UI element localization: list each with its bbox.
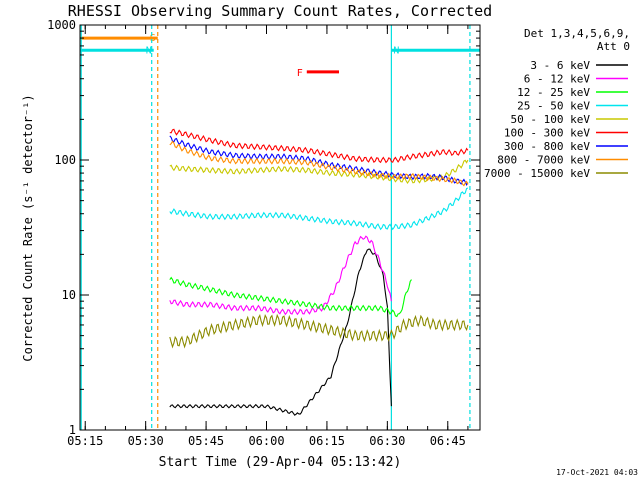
corner-date: 17-Oct-2021 04:03: [556, 468, 638, 477]
y-axis-label: Corrected Count Rate (s⁻¹ detector⁻¹): [21, 94, 35, 361]
x-axis-ticks: 05:15 05:30 05:45 06:00 06:15 06:30 06:45: [67, 25, 469, 448]
legend-label-6: 100 - 300 keV: [504, 127, 590, 140]
plot-frame: [79, 24, 481, 431]
flag-label: N: [393, 45, 399, 56]
legend-label-7: 300 - 800 keV: [504, 140, 590, 153]
x-tick-label: 06:15: [309, 434, 345, 448]
x-tick-label: 06:45: [430, 434, 466, 448]
flag-label: N: [146, 45, 152, 56]
legend-label-4: 25 - 50 keV: [517, 100, 590, 113]
legend-label-2: 6 - 12 keV: [524, 73, 591, 86]
series-line-3: [169, 276, 412, 318]
y-tick-label: 1000: [47, 18, 76, 32]
x-tick-label: 05:45: [188, 434, 224, 448]
legend-header-line1: Det 1,3,4,5,6,9,: [524, 27, 630, 40]
legend-label-1: 3 - 6 keV: [530, 59, 590, 72]
legend-label-8: 800 - 7000 keV: [497, 154, 590, 167]
flag-label: S: [150, 33, 156, 44]
x-tick-label: 05:15: [67, 434, 103, 448]
flag-label: F: [297, 68, 303, 79]
y-axis-ticks: 1 10 100 1000: [47, 18, 480, 437]
legend-label-3: 12 - 25 keV: [517, 86, 590, 99]
series-lines: [169, 128, 469, 416]
y-tick-label: 1: [69, 423, 76, 437]
legend-label-5: 50 - 100 keV: [511, 113, 591, 126]
chart-title: RHESSI Observing Summary Count Rates, Co…: [68, 2, 492, 20]
x-tick-label: 05:30: [128, 434, 164, 448]
series-line-6: [169, 128, 469, 164]
x-tick-label: 06:30: [369, 434, 405, 448]
status-flags: SN NF: [80, 33, 480, 79]
series-line-7: [169, 135, 469, 186]
series-line-1: [169, 248, 392, 416]
x-tick-label: 06:00: [248, 434, 284, 448]
legend-header-line2: Att 0: [597, 40, 630, 53]
y-tick-label: 100: [54, 153, 76, 167]
legend-label-9: 7000 - 15000 keV: [484, 167, 590, 180]
series-line-8: [169, 140, 469, 187]
series-line-4: [169, 187, 469, 231]
series-line-9: [169, 313, 469, 349]
y-tick-label: 10: [62, 288, 76, 302]
series-line-5: [169, 159, 469, 184]
x-axis-label: Start Time (29-Apr-04 05:13:42): [159, 455, 402, 470]
series-line-2: [169, 235, 392, 316]
